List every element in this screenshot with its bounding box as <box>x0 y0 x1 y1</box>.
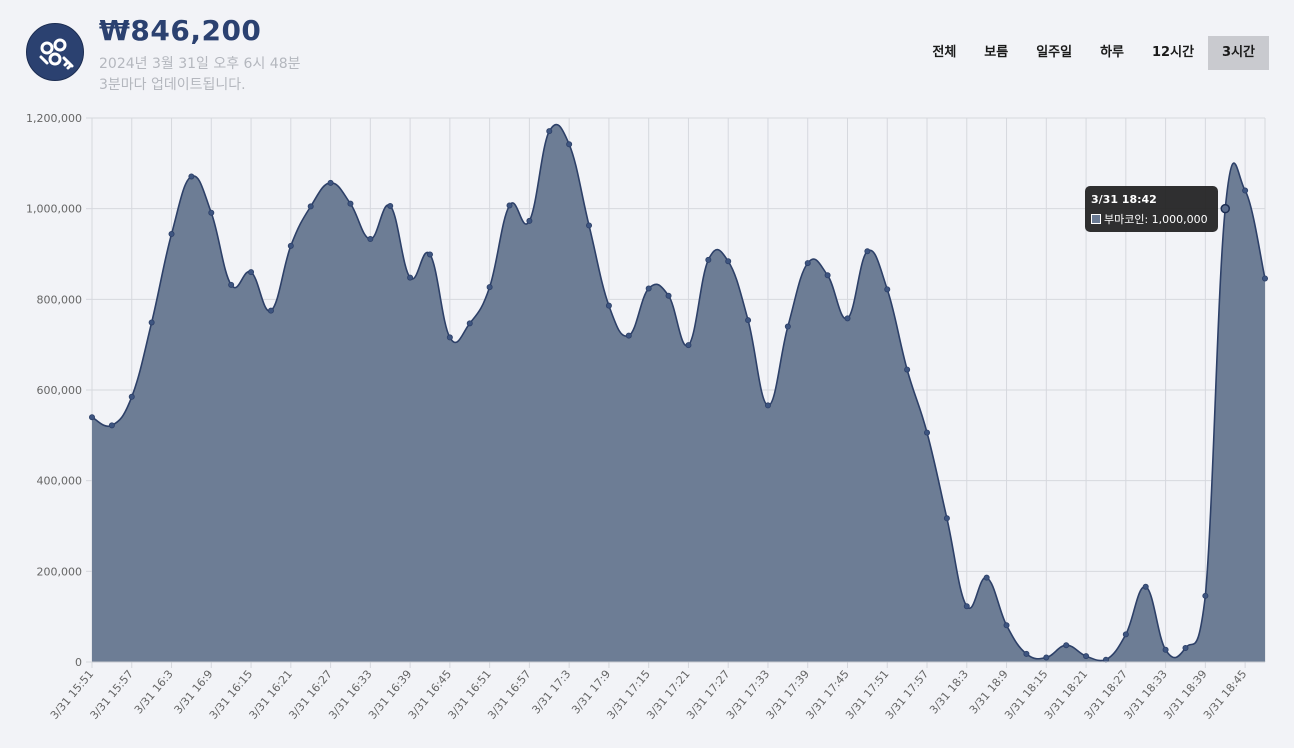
tab-day[interactable]: 하루 <box>1100 45 1125 60</box>
y-tick-label: 1,200,000 <box>26 112 82 125</box>
series-line <box>91 123 1266 662</box>
data-point <box>1262 275 1269 282</box>
data-point <box>287 242 294 249</box>
data-point <box>128 393 135 400</box>
update-note: 3분마다 업데이트됩니다. <box>99 77 246 93</box>
x-tick-label: 3/31 16:3 <box>132 668 176 717</box>
data-point <box>486 284 493 291</box>
data-point <box>745 317 752 324</box>
data-point <box>943 515 950 522</box>
data-point <box>466 320 473 327</box>
data-point <box>725 258 732 265</box>
data-point <box>1162 646 1169 653</box>
price-timestamp: 2024년 3월 31일 오후 6시 48분 <box>99 56 301 72</box>
y-tick-label: 800,000 <box>37 293 83 306</box>
data-point <box>586 222 593 229</box>
data-point <box>625 332 632 339</box>
data-point <box>705 256 712 263</box>
data-point <box>347 200 354 207</box>
tooltip-title: 3/31 18:42 <box>1091 193 1157 206</box>
x-tick-label: 3/31 16:9 <box>172 668 216 717</box>
y-tick-label: 600,000 <box>37 384 83 397</box>
data-point <box>804 260 811 267</box>
x-tick-label: 3/31 17:3 <box>529 668 573 717</box>
data-point <box>108 422 115 429</box>
header: ₩846,200 2024년 3월 31일 오후 6시 48분 3분마다 업데이… <box>0 0 1294 100</box>
data-point <box>665 292 672 299</box>
data-point <box>89 414 96 421</box>
data-point <box>327 179 334 186</box>
data-point <box>367 236 374 243</box>
data-point <box>446 334 453 341</box>
data-point <box>1043 654 1050 661</box>
tab-12-hours[interactable]: 12시간 <box>1152 45 1195 60</box>
data-point <box>506 202 513 209</box>
data-point <box>168 231 175 238</box>
data-point <box>685 342 692 349</box>
data-point <box>784 323 791 330</box>
data-point <box>864 248 871 255</box>
x-tick-label: 3/31 18:3 <box>927 668 971 717</box>
data-point <box>824 272 831 279</box>
data-point <box>526 217 533 224</box>
tab-half-month[interactable]: 보름 <box>984 45 1009 60</box>
data-point <box>924 429 931 436</box>
data-point <box>764 402 771 409</box>
tab-3-hours[interactable]: 3시간 <box>1208 36 1269 70</box>
data-point <box>546 128 553 135</box>
data-point <box>1242 187 1249 194</box>
data-point <box>844 315 851 322</box>
x-tick-label: 3/31 18:9 <box>967 668 1011 717</box>
bumacoin-logo-icon <box>26 23 84 81</box>
data-point <box>1083 653 1090 660</box>
data-point <box>566 141 573 148</box>
data-point <box>267 307 274 314</box>
tab-week[interactable]: 일주일 <box>1036 45 1073 60</box>
chart-tooltip: 3/31 18:42 부마코인: 1,000,000 <box>1085 186 1218 232</box>
tooltip-label: 부마코인: 1,000,000 <box>1104 213 1208 226</box>
data-point <box>1023 650 1030 657</box>
data-point <box>426 251 433 258</box>
data-point <box>983 574 990 581</box>
tooltip-row: 부마코인: 1,000,000 <box>1091 211 1212 227</box>
data-point <box>188 173 195 180</box>
data-point <box>605 302 612 309</box>
data-point <box>1142 583 1149 590</box>
y-tick-label: 200,000 <box>37 565 83 578</box>
y-tick-label: 400,000 <box>37 475 83 488</box>
data-point <box>387 202 394 209</box>
data-point <box>1182 644 1189 651</box>
data-point <box>307 203 314 210</box>
data-point <box>1063 642 1070 649</box>
x-tick-label: 3/31 17:9 <box>569 668 613 717</box>
data-point <box>248 269 255 276</box>
data-point <box>904 366 911 373</box>
data-point <box>228 281 235 288</box>
data-point <box>645 285 652 292</box>
data-point <box>1122 631 1129 638</box>
data-point <box>148 319 155 326</box>
data-point <box>963 603 970 610</box>
data-point <box>1003 622 1010 629</box>
data-point <box>884 286 891 293</box>
time-range-tabs: 전체 보름 일주일 하루 12시간 3시간 <box>918 36 1269 70</box>
data-point <box>1202 592 1209 599</box>
data-point <box>208 209 215 216</box>
data-point <box>407 274 414 281</box>
current-price: ₩846,200 <box>99 14 262 47</box>
tooltip-swatch <box>1091 214 1101 224</box>
y-tick-label: 0 <box>75 656 82 669</box>
y-tick-label: 1,000,000 <box>26 203 82 216</box>
tab-all[interactable]: 전체 <box>932 45 957 60</box>
series-area <box>92 124 1265 662</box>
data-point <box>1220 203 1230 214</box>
